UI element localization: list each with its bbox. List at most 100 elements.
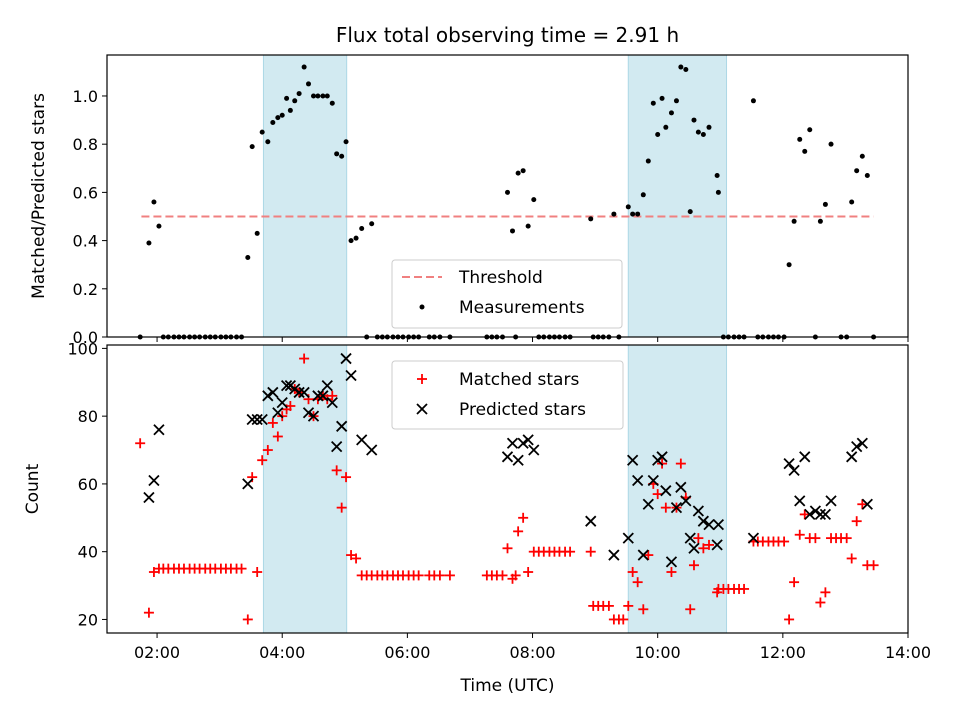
predicted-star-point: [627, 454, 639, 466]
cross-b: [680, 495, 692, 507]
predicted-star-point: [814, 508, 827, 521]
measurement-point: [797, 136, 803, 142]
cross-b: [856, 437, 868, 449]
measurement-point: [822, 201, 828, 207]
predicted-star-point: [317, 390, 329, 402]
matched-star-point: [660, 502, 671, 513]
cross-b: [242, 478, 254, 490]
predicted-star-point: [276, 396, 288, 409]
predicted-star-point: [851, 441, 863, 453]
cross-b: [692, 505, 704, 517]
matched-star-point: [434, 570, 445, 581]
matched-star-point: [331, 465, 342, 476]
matched-star-point: [299, 353, 310, 364]
upper-panel: 0.0 0.2 0.4 0.6 0.8 1.0 Flux total observing …: [29, 23, 909, 347]
legend-matched-swatch: [417, 374, 427, 384]
cross-b: [647, 474, 659, 487]
cross-b: [809, 505, 822, 517]
y-tick-label: 40: [78, 543, 98, 562]
predicted-star-point: [670, 501, 683, 514]
matched-star-point: [523, 567, 534, 578]
matched-star-point: [257, 455, 268, 466]
cross-b: [670, 501, 683, 514]
predicted-star-point: [622, 532, 634, 544]
legend-cross-marker: [416, 403, 428, 415]
lower-x-ticks: 02:00 04:00 06:00 08:00 10:00 12:00 14:00: [134, 633, 931, 662]
y-tick-label: 100: [67, 339, 98, 358]
measurement-point: [807, 127, 813, 133]
predicted-star-point: [861, 498, 873, 510]
cross-b: [851, 441, 863, 453]
predicted-star-point: [298, 386, 310, 399]
predicted-star-point: [794, 495, 806, 507]
measurement-point: [353, 235, 359, 241]
measurement-point: [146, 240, 152, 246]
predicted-star-point: [819, 508, 832, 521]
predicted-star-point: [148, 474, 160, 487]
predicted-star-point: [647, 474, 659, 487]
chart-title: Flux total observing time = 2.91 h: [336, 23, 679, 47]
measurement-point: [531, 197, 537, 203]
matched-star-point: [518, 512, 529, 523]
measurement-point: [151, 199, 157, 205]
measurement-point: [673, 98, 679, 104]
cross-b: [814, 508, 827, 521]
predicted-star-point: [788, 464, 800, 477]
matched-star-point: [341, 472, 352, 483]
matched-star-point: [846, 553, 857, 564]
predicted-star-point: [747, 532, 760, 544]
matched-star-point: [585, 546, 596, 557]
predicted-star-point: [637, 549, 649, 561]
measurement-point: [687, 209, 693, 215]
matched-star-point: [693, 533, 704, 544]
measurement-point: [791, 218, 797, 224]
matched-star-point: [285, 400, 296, 411]
measurement-point: [695, 129, 701, 135]
predicted-star-point: [356, 434, 368, 446]
matched-star-point: [242, 614, 253, 625]
legend-predicted-label: Predicted stars: [459, 400, 586, 420]
matched-star-point: [135, 438, 146, 449]
cross-b: [747, 532, 760, 544]
cross-b: [307, 410, 320, 422]
measurement-point: [714, 173, 720, 179]
matched-star-point: [262, 445, 273, 456]
y-tick-label: 0.2: [73, 280, 98, 299]
shaded-interval-0: [262, 54, 348, 338]
measurement-point: [301, 64, 307, 70]
matched-star-point: [346, 550, 357, 561]
predicted-star-point: [711, 539, 723, 551]
legend-measurements-label: Measurements: [459, 298, 585, 318]
predicted-star-point: [262, 390, 274, 402]
measurement-point: [287, 107, 293, 113]
cross-b: [788, 464, 800, 477]
matched-star-point: [799, 509, 810, 520]
matched-star-point: [841, 533, 852, 544]
measurement-point: [864, 173, 870, 179]
measurement-point: [678, 64, 684, 70]
predicted-star-point: [251, 413, 263, 426]
predicted-star-point: [528, 444, 540, 456]
measurement-point: [645, 158, 651, 164]
matched-star-point: [565, 546, 576, 557]
lower-y-axis-label: Count: [23, 463, 43, 514]
measurement-point: [275, 115, 281, 121]
cross-b: [416, 403, 428, 415]
measurement-point: [750, 98, 756, 104]
predicted-star-point: [336, 420, 348, 432]
lower-y-ticks: 20 40 60 80 100: [67, 339, 107, 629]
lower-axes-frame: [106, 344, 909, 634]
matched-star-point: [497, 570, 508, 581]
cross-b: [267, 386, 279, 399]
cross-b: [501, 451, 514, 463]
x-tick-label: 14:00: [885, 643, 931, 662]
measurement-point: [311, 93, 317, 99]
y-tick-label: 0.8: [73, 135, 98, 154]
predicted-star-point: [809, 505, 822, 517]
measurement-point: [659, 95, 665, 101]
matched-star-point: [327, 390, 338, 401]
measurement-point: [715, 189, 721, 195]
measurement-point: [640, 192, 646, 198]
legend-plus-marker: [417, 374, 427, 384]
predicted-star-point: [331, 441, 343, 453]
